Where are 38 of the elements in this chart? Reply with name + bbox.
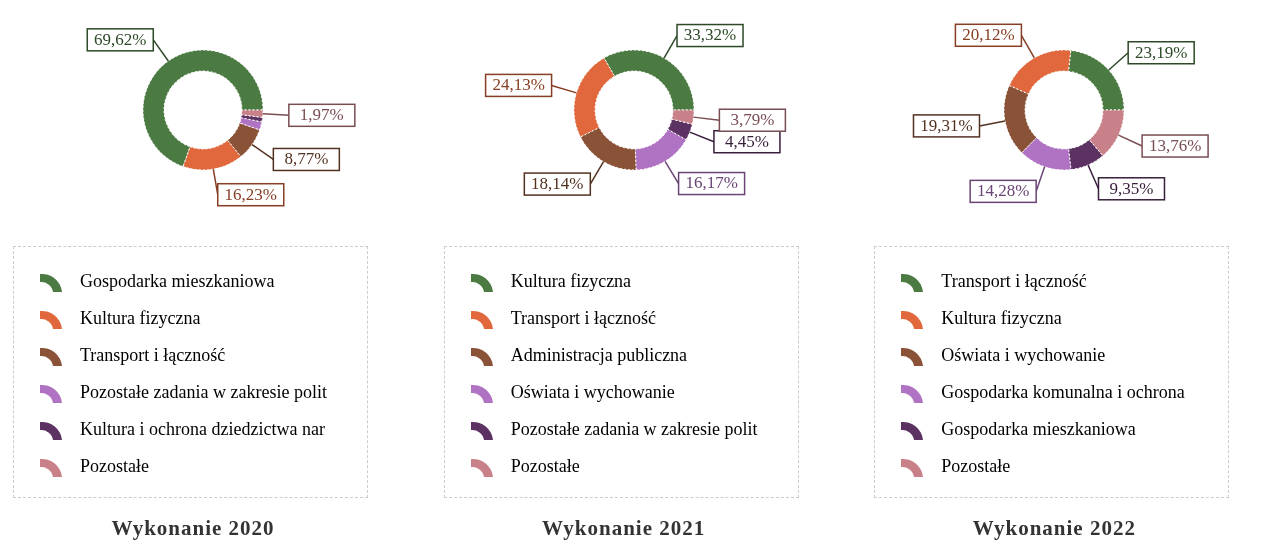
data-label: 23,19% — [1135, 42, 1188, 62]
legend-label: Gospodarka mieszkaniowa — [941, 419, 1136, 440]
legend-label: Kultura fizyczna — [80, 308, 201, 329]
legend-label: Kultura fizyczna — [510, 271, 632, 292]
data-label: 8,77% — [284, 149, 329, 169]
legend-label: Pozostałe — [510, 456, 580, 477]
data-label: 24,13% — [492, 75, 545, 95]
legend-label: Kultura i ochrona dziedzictwa nar — [80, 419, 325, 440]
legend-label: Pozostałe — [941, 456, 1011, 477]
legend-label: Oświata i wychowanie — [941, 345, 1106, 366]
data-label: 14,28% — [977, 181, 1030, 201]
legend-label: Kultura fizyczna — [941, 308, 1062, 329]
data-label: 20,12% — [962, 25, 1015, 45]
data-label: 3,79% — [730, 110, 775, 130]
data-label: 16,23% — [224, 184, 277, 204]
data-label: 69,62% — [94, 29, 147, 49]
legend-label: Gospodarka komunalna i ochrona — [941, 382, 1185, 403]
data-label: 33,32% — [683, 25, 736, 45]
donut-slice — [142, 49, 264, 168]
legend-label: Transport i łączność — [80, 345, 226, 366]
legend-label: Pozostałe zadania w zakresie polit — [510, 419, 758, 440]
legend-label: Transport i łączność — [510, 308, 656, 329]
legend-label: Pozostałe zadania w zakresie polit — [80, 382, 327, 403]
data-label: 4,45% — [724, 131, 769, 151]
legend-label: Administracja publiczna — [510, 345, 688, 366]
text: Wykonanie 2022 — [971, 516, 1137, 541]
data-label: 18,14% — [530, 173, 584, 193]
data-label: 13,76% — [1149, 135, 1202, 155]
data-label: 16,17% — [685, 173, 738, 193]
legend-label: Gospodarka mieszkaniowa — [80, 271, 275, 292]
text: Wykonanie 2021 — [541, 516, 707, 541]
legend-label: Oświata i wychowanie — [510, 382, 675, 403]
legend-label: Pozostałe — [80, 456, 149, 477]
data-label: 1,97% — [299, 105, 344, 125]
legend-label: Transport i łączność — [941, 271, 1087, 292]
data-label: 19,31% — [920, 115, 974, 135]
text: Wykonanie 2020 — [110, 516, 276, 541]
data-label: 9,35% — [1109, 178, 1154, 198]
